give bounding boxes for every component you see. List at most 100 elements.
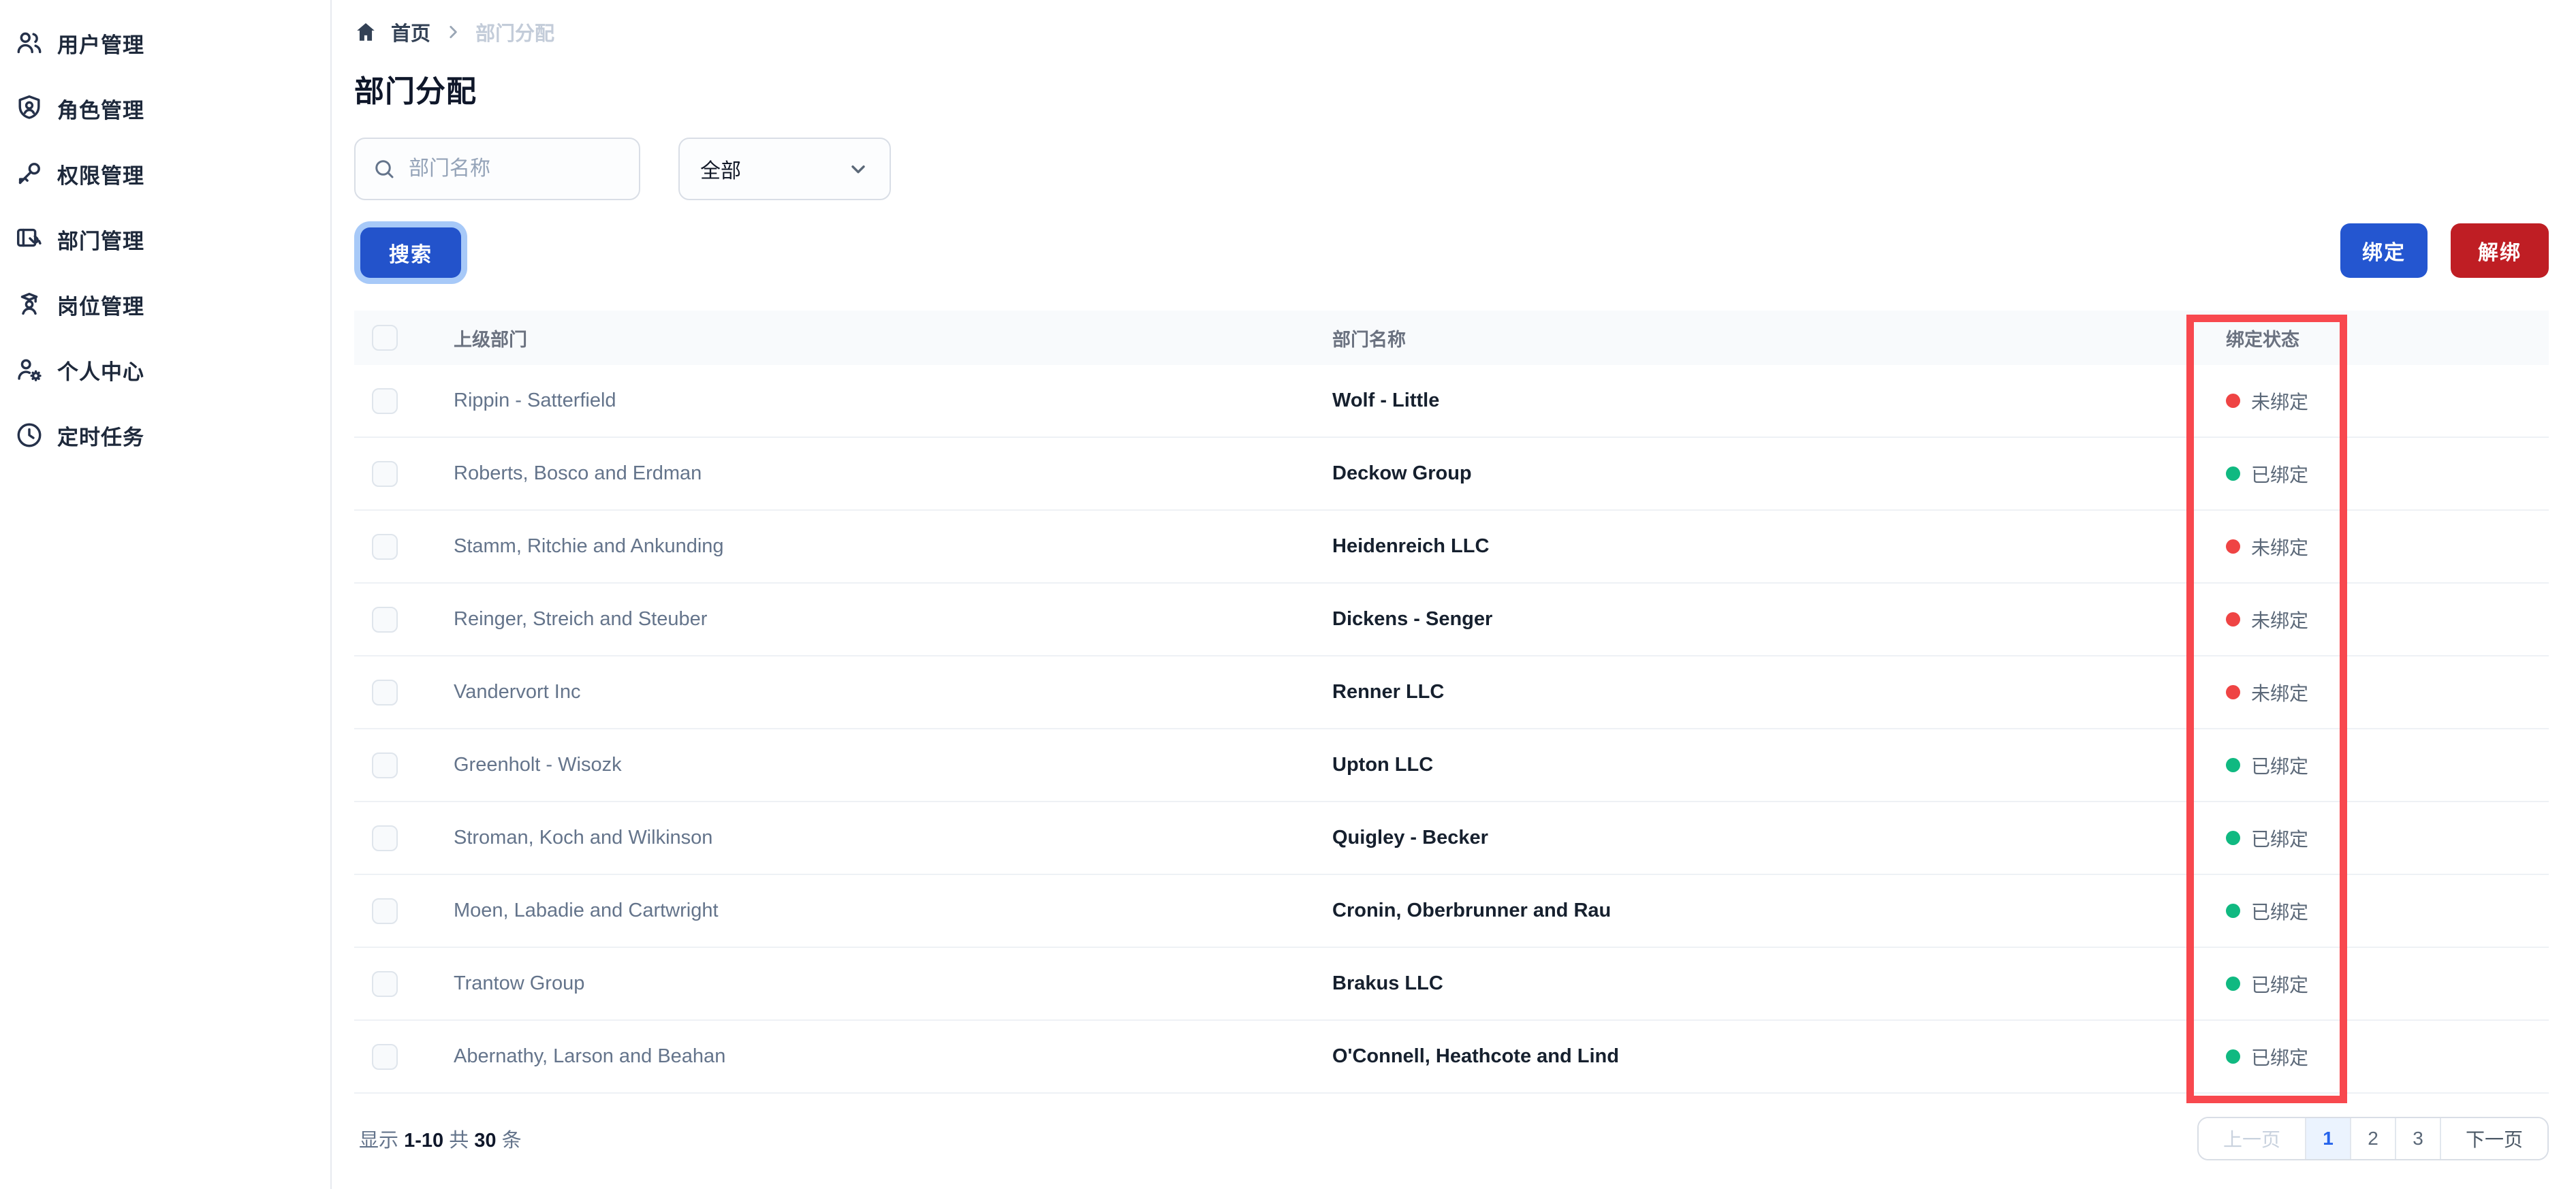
cell-parent-dept: Reinger, Streich and Steuber <box>454 608 708 630</box>
breadcrumb: 首页 部门分配 <box>354 18 2549 46</box>
cell-parent-dept: Stroman, Koch and Wilkinson <box>454 827 713 849</box>
search-button[interactable]: 搜索 <box>360 227 461 278</box>
sidebar-item-label: 部门管理 <box>57 229 144 253</box>
cell-parent-dept: Greenholt - Wisozk <box>454 754 622 776</box>
total-label: 共 <box>449 1130 469 1152</box>
unbind-button[interactable]: 解绑 <box>2451 223 2549 278</box>
chevron-down-icon <box>847 158 869 180</box>
sidebar-item-department-management[interactable]: 部门管理 <box>0 206 330 272</box>
status-label: 已绑定 <box>2251 1047 2309 1068</box>
actions-row: 搜索 绑定 解绑 <box>354 223 2549 282</box>
row-checkbox-cell <box>354 825 454 851</box>
status-label: 未绑定 <box>2251 682 2309 704</box>
sidebar-item-personal-center[interactable]: 个人中心 <box>0 337 330 402</box>
cell-dept-name: Cronin, Oberbrunner and Rau <box>1332 900 1612 921</box>
status-label: 已绑定 <box>2251 755 2309 777</box>
breadcrumb-current: 部门分配 <box>475 23 555 45</box>
table-row: Trantow Group Brakus LLC 已绑定 <box>354 948 2549 1021</box>
status-label: 已绑定 <box>2251 828 2309 850</box>
page-button-2[interactable]: 2 <box>2349 1118 2395 1159</box>
status-label: 已绑定 <box>2251 974 2309 996</box>
sidebar-item-label: 岗位管理 <box>57 294 144 319</box>
department-icon <box>14 223 45 255</box>
sidebar-item-role-management[interactable]: 角色管理 <box>0 76 330 141</box>
row-checkbox[interactable] <box>372 752 398 778</box>
status-label: 已绑定 <box>2251 901 2309 923</box>
users-icon <box>14 27 45 59</box>
row-checkbox[interactable] <box>372 460 398 487</box>
row-checkbox[interactable] <box>372 825 398 851</box>
departments-table: 上级部门 部门名称 绑定状态 Rippin - Satterfield Wolf… <box>354 311 2549 1103</box>
row-checkbox[interactable] <box>372 1043 398 1070</box>
filters-row: 全部 <box>354 138 2549 200</box>
search-icon <box>372 157 396 181</box>
row-checkbox[interactable] <box>372 970 398 997</box>
department-name-input[interactable] <box>409 157 623 180</box>
cell-bind-status: 已绑定 <box>2226 752 2549 779</box>
row-checkbox[interactable] <box>372 898 398 924</box>
row-checkbox-cell <box>354 606 454 633</box>
display-label: 显示 <box>359 1130 399 1152</box>
home-icon[interactable] <box>354 20 377 44</box>
row-checkbox[interactable] <box>372 533 398 560</box>
sidebar-item-user-management[interactable]: 用户管理 <box>0 10 330 76</box>
cell-bind-status: 已绑定 <box>2226 825 2549 852</box>
status-dot <box>2226 1049 2240 1064</box>
post-icon <box>14 289 45 320</box>
table-footer: 显示 1-10 共 30 条 上一页 1 2 3 下一页 <box>354 1117 2549 1160</box>
table-row: Vandervort Inc Renner LLC 未绑定 <box>354 656 2549 729</box>
cell-bind-status: 已绑定 <box>2226 1043 2549 1071</box>
header-checkbox-cell <box>354 325 454 351</box>
status-label: 已绑定 <box>2251 464 2309 486</box>
cell-bind-status: 未绑定 <box>2226 533 2549 560</box>
sidebar-item-post-management[interactable]: 岗位管理 <box>0 272 330 337</box>
cell-parent-dept: Moen, Labadie and Cartwright <box>454 900 719 921</box>
table-body: Rippin - Satterfield Wolf - Little 未绑定 R… <box>354 365 2549 1094</box>
pagination: 上一页 1 2 3 下一页 <box>2197 1117 2549 1160</box>
sidebar-item-permission-management[interactable]: 权限管理 <box>0 141 330 206</box>
cell-bind-status: 已绑定 <box>2226 460 2549 488</box>
sidebar: 用户管理 角色管理 权限管理 部门管理 岗位管理 <box>0 0 332 1189</box>
status-label: 未绑定 <box>2251 537 2309 558</box>
profile-gear-icon <box>14 354 45 385</box>
cell-dept-name: O'Connell, Heathcote and Lind <box>1332 1045 1619 1067</box>
table-row: Stroman, Koch and Wilkinson Quigley - Be… <box>354 802 2549 875</box>
header-bind-status: 绑定状态 <box>2226 329 2299 350</box>
status-dot <box>2226 977 2240 991</box>
bind-button[interactable]: 绑定 <box>2340 223 2428 278</box>
row-checkbox-cell <box>354 533 454 560</box>
clock-icon <box>14 419 45 451</box>
status-label: 未绑定 <box>2251 391 2309 413</box>
row-checkbox[interactable] <box>372 387 398 414</box>
prev-page-button[interactable]: 上一页 <box>2198 1118 2305 1159</box>
cell-dept-name: Deckow Group <box>1332 462 1472 484</box>
cell-parent-dept: Abernathy, Larson and Beahan <box>454 1045 726 1067</box>
total-count: 30 <box>474 1130 497 1152</box>
status-dot <box>2226 758 2240 772</box>
table-row: Stamm, Ritchie and Ankunding Heidenreich… <box>354 511 2549 584</box>
page-button-1[interactable]: 1 <box>2304 1118 2350 1159</box>
status-dot <box>2226 394 2240 408</box>
cell-bind-status: 未绑定 <box>2226 606 2549 633</box>
status-filter-select[interactable]: 全部 <box>678 138 891 200</box>
unit-label: 条 <box>501 1130 522 1152</box>
status-dot <box>2226 612 2240 627</box>
select-all-checkbox[interactable] <box>372 325 398 351</box>
cell-dept-name: Wolf - Little <box>1332 390 1440 411</box>
status-dot <box>2226 831 2240 845</box>
next-page-button[interactable]: 下一页 <box>2439 1118 2547 1159</box>
row-checkbox-cell <box>354 752 454 778</box>
bulk-action-buttons: 绑定 解绑 <box>2340 223 2549 278</box>
sidebar-item-label: 定时任务 <box>57 425 144 449</box>
status-dot <box>2226 466 2240 481</box>
row-checkbox[interactable] <box>372 679 398 706</box>
row-checkbox[interactable] <box>372 606 398 633</box>
sidebar-item-scheduled-tasks[interactable]: 定时任务 <box>0 402 330 468</box>
breadcrumb-home-link[interactable]: 首页 <box>391 23 431 45</box>
select-value: 全部 <box>700 160 741 183</box>
status-label: 未绑定 <box>2251 609 2309 631</box>
table-row: Moen, Labadie and Cartwright Cronin, Obe… <box>354 875 2549 948</box>
header-dept-name: 部门名称 <box>1332 329 1406 350</box>
page-button-3[interactable]: 3 <box>2394 1118 2440 1159</box>
cell-dept-name: Quigley - Becker <box>1332 827 1488 849</box>
